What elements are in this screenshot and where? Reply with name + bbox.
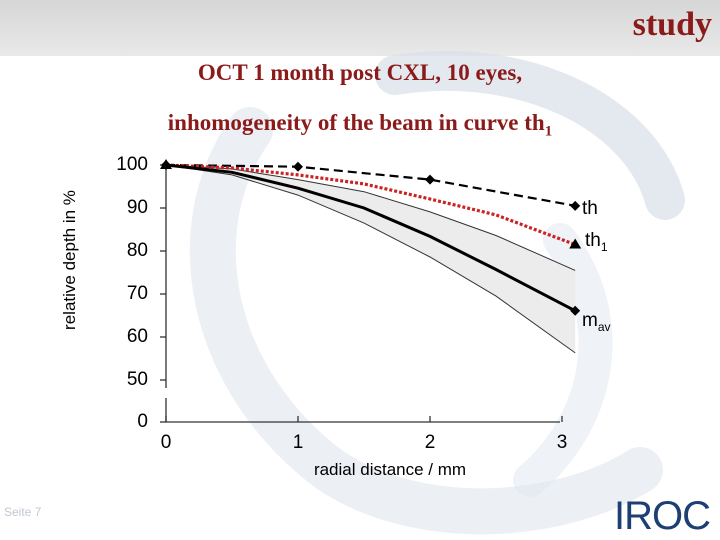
series-2 xyxy=(165,163,581,316)
axis-layer xyxy=(160,164,563,423)
y-tick-label: 50 xyxy=(126,369,148,390)
y-tick-label: 90 xyxy=(126,197,148,218)
series-label-0: th xyxy=(582,198,598,220)
series-line-th xyxy=(165,163,576,207)
chart-title: OCT 1 month post CXL, 10 eyes, xyxy=(197,60,523,85)
series-line-th1 xyxy=(165,163,576,247)
series-point-mav xyxy=(570,305,581,316)
y-tick-label: 70 xyxy=(126,283,148,304)
x-tick-label: 3 xyxy=(556,432,568,453)
uncertainty-band-layer xyxy=(165,164,576,354)
y-tick-label: 0 xyxy=(137,411,148,432)
series-0 xyxy=(161,160,581,211)
x-tick-label: 1 xyxy=(292,432,304,453)
chart-subtitle-subscript: 1 xyxy=(544,123,553,140)
series-point-th xyxy=(570,200,581,211)
series-label-subscript: 1 xyxy=(600,239,608,254)
series-line-mav xyxy=(165,163,576,313)
uncertainty-band xyxy=(166,165,576,353)
series-label-text: th xyxy=(585,230,601,251)
series-point-th xyxy=(425,174,435,185)
series-point-th1 xyxy=(569,238,582,249)
page-number: Seite 7 xyxy=(4,505,42,519)
series-label-text: m xyxy=(582,310,598,331)
chart-subtitle-text: inhomogeneity of the beam in curve th xyxy=(167,110,545,135)
series-label-text: th xyxy=(582,198,598,219)
y-tick-label: 100 xyxy=(116,154,148,175)
chart-subtitle: inhomogeneity of the beam in curve th1 xyxy=(0,110,720,141)
band-lower-line xyxy=(165,164,576,354)
series-layer xyxy=(160,159,582,316)
x-tick-label: 2 xyxy=(424,432,436,453)
series-label-1: th1 xyxy=(585,230,608,254)
x-axis-label: radial distance / mm xyxy=(313,460,467,479)
y-tick-label: 60 xyxy=(126,326,148,347)
series-label-2: mav xyxy=(582,310,611,334)
axis-break xyxy=(162,388,170,398)
series-point-th xyxy=(293,161,303,172)
x-tick-label: 0 xyxy=(160,432,172,453)
iroc-logo: IROC xyxy=(614,494,711,535)
study-label: study xyxy=(632,6,712,43)
series-label-subscript: av xyxy=(597,319,611,334)
iroc-logo-text: IROC xyxy=(614,494,710,535)
y-tick-label: 80 xyxy=(126,240,148,261)
header-bar xyxy=(0,0,720,56)
